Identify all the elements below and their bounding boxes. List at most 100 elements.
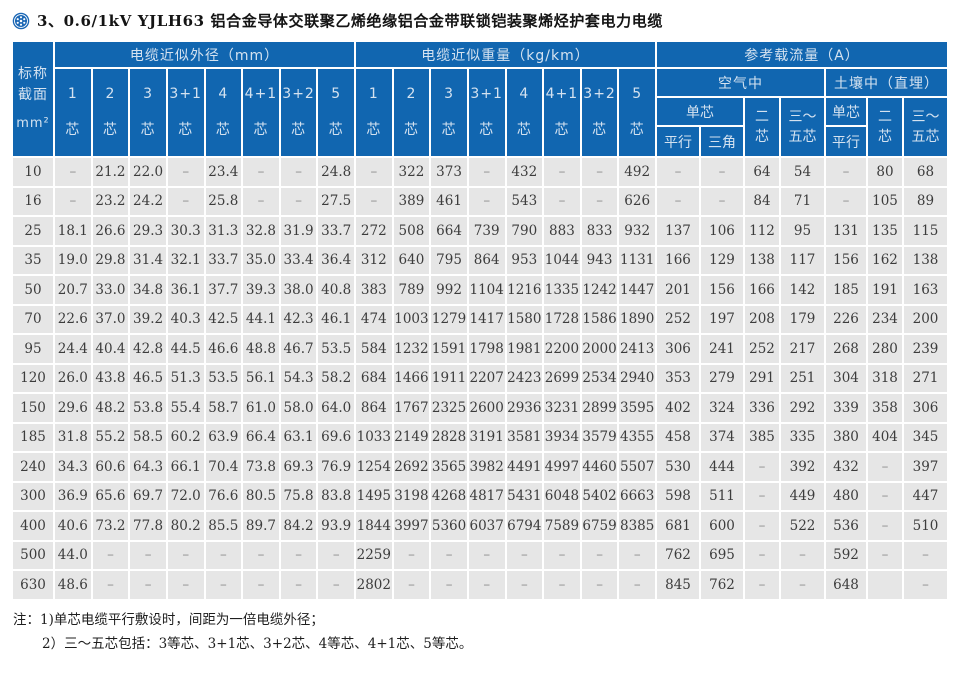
weight-cell: 1003 bbox=[393, 305, 430, 333]
outer-diameter-cell: 42.8 bbox=[130, 335, 166, 363]
ampacity-cell: 68 bbox=[904, 158, 947, 186]
outer-diameter-cell: 69.6 bbox=[318, 423, 354, 451]
ampacity-cell: – bbox=[745, 541, 779, 569]
nominal-section-cell: 50 bbox=[13, 276, 53, 304]
nominal-section-cell: 630 bbox=[13, 571, 53, 599]
weight-cell: 992 bbox=[431, 276, 467, 304]
weight-cell: 2802 bbox=[356, 571, 392, 599]
ampacity-cell: 200 bbox=[904, 305, 947, 333]
weight-cell: 8385 bbox=[619, 512, 655, 540]
corner-unit: mm² bbox=[16, 115, 50, 131]
outer-diameter-cell: 40.4 bbox=[92, 335, 129, 363]
weight-cell: 1254 bbox=[356, 453, 392, 481]
weight-cell: 1728 bbox=[544, 305, 580, 333]
ampacity-cell: 252 bbox=[745, 335, 779, 363]
weight-cell: 3581 bbox=[506, 423, 543, 451]
weight-cell: 1466 bbox=[393, 364, 430, 392]
outer-diameter-cell: 77.8 bbox=[130, 512, 166, 540]
nominal-section-cell: 70 bbox=[13, 305, 53, 333]
outer-diameter-cell: 85.5 bbox=[205, 512, 242, 540]
outer-diameter-cell: – bbox=[280, 158, 317, 186]
weight-cell: 833 bbox=[581, 217, 618, 245]
table-row: 35 19.0 29.8 31.4 32.1 33.7 35.0 33.4 36.4 312 640… bbox=[13, 246, 947, 274]
ampacity-cell: 71 bbox=[781, 187, 824, 215]
outer-diameter-cell: 22.6 bbox=[55, 305, 91, 333]
weight-cell: 4355 bbox=[619, 423, 655, 451]
outer-diameter-cell: 83.8 bbox=[318, 482, 354, 510]
ampacity-cell: 304 bbox=[826, 364, 866, 392]
weight-cell: 1216 bbox=[506, 276, 543, 304]
outer-diameter-cell: 54.3 bbox=[280, 364, 317, 392]
ampacity-cell: 374 bbox=[701, 423, 743, 451]
core-count-label: 1 bbox=[368, 86, 379, 102]
weight-cell: 795 bbox=[431, 246, 467, 274]
core-count-label: 5 bbox=[632, 86, 643, 102]
od-core-col-header-3+2: 3+2 芯 bbox=[280, 69, 317, 156]
weight-cell: 1591 bbox=[431, 335, 467, 363]
weight-cell: 1844 bbox=[356, 512, 392, 540]
weight-cell: 4268 bbox=[431, 482, 467, 510]
weight-cell: 943 bbox=[581, 246, 618, 274]
weight-cell: – bbox=[581, 187, 618, 215]
table-row: 240 34.3 60.6 64.3 66.1 70.4 73.8 69.3 76.9 1254 2… bbox=[13, 453, 947, 481]
ampacity-cell: 681 bbox=[657, 512, 699, 540]
ampacity-cell: 137 bbox=[657, 217, 699, 245]
weight-cell: 664 bbox=[431, 217, 467, 245]
ampacity-cell: 156 bbox=[701, 276, 743, 304]
outer-diameter-cell: 75.8 bbox=[280, 482, 317, 510]
ampacity-cell: 511 bbox=[701, 482, 743, 510]
outer-diameter-cell: 39.3 bbox=[243, 276, 279, 304]
ampacity-cell: – bbox=[701, 158, 743, 186]
soil-single-core-header: 单芯 bbox=[826, 98, 866, 125]
soil-group-header: 土壤中（直埋） bbox=[826, 69, 947, 96]
weight-cell: 1890 bbox=[619, 305, 655, 333]
weight-cell: 6794 bbox=[506, 512, 543, 540]
outer-diameter-cell: 31.3 bbox=[205, 217, 242, 245]
outer-diameter-cell: 60.6 bbox=[92, 453, 129, 481]
group-header-weight: 电缆近似重量（kg/km） bbox=[356, 42, 655, 67]
weight-cell: 432 bbox=[506, 158, 543, 186]
footnote-1: 注：1)单芯电缆平行敷设时，间距为一倍电缆外径； bbox=[13, 611, 324, 628]
weight-cell: 1242 bbox=[581, 276, 618, 304]
weight-cell: 389 bbox=[393, 187, 430, 215]
weight-cell: 5507 bbox=[619, 453, 655, 481]
outer-diameter-cell: 33.7 bbox=[318, 217, 354, 245]
weight-cell: 1417 bbox=[468, 305, 505, 333]
outer-diameter-cell: 33.0 bbox=[92, 276, 129, 304]
outer-diameter-cell: 46.7 bbox=[280, 335, 317, 363]
weight-cell: 4491 bbox=[506, 453, 543, 481]
ampacity-cell: 385 bbox=[745, 423, 779, 451]
outer-diameter-cell: 69.3 bbox=[280, 453, 317, 481]
group-header-outer-diameter: 电缆近似外径（mm） bbox=[55, 42, 354, 67]
nominal-section-cell: 120 bbox=[13, 364, 53, 392]
outer-diameter-cell: 48.2 bbox=[92, 394, 129, 422]
ampacity-cell: 458 bbox=[657, 423, 699, 451]
core-suffix-label: 芯 bbox=[554, 122, 570, 138]
weight-cell: – bbox=[544, 187, 580, 215]
soil-parallel-header: 平行 bbox=[826, 127, 866, 156]
soil-multi-core-header: 三～ 五芯 bbox=[904, 98, 947, 156]
table-row: 10–21.2 22.0–23.4– –24.8–322 373–432– –492– –… bbox=[13, 158, 947, 186]
outer-diameter-cell: 31.4 bbox=[130, 246, 166, 274]
outer-diameter-cell: 66.4 bbox=[243, 423, 279, 451]
outer-diameter-cell: 63.1 bbox=[280, 423, 317, 451]
ampacity-cell: 306 bbox=[657, 335, 699, 363]
ampacity-cell: – bbox=[868, 512, 902, 540]
outer-diameter-cell: 37.0 bbox=[92, 305, 129, 333]
outer-diameter-cell: – bbox=[205, 571, 242, 599]
outer-diameter-cell: 24.8 bbox=[318, 158, 354, 186]
weight-cell: – bbox=[431, 571, 467, 599]
core-count-label: 4+1 bbox=[244, 86, 278, 102]
outer-diameter-cell: – bbox=[318, 571, 354, 599]
outer-diameter-cell: 61.0 bbox=[243, 394, 279, 422]
weight-cell: 5431 bbox=[506, 482, 543, 510]
weight-cell: 739 bbox=[468, 217, 505, 245]
ampacity-cell: 271 bbox=[904, 364, 947, 392]
ampacity-cell: 201 bbox=[657, 276, 699, 304]
weight-cell: 1767 bbox=[393, 394, 430, 422]
nominal-section-cell: 240 bbox=[13, 453, 53, 481]
weight-cell: 2600 bbox=[468, 394, 505, 422]
